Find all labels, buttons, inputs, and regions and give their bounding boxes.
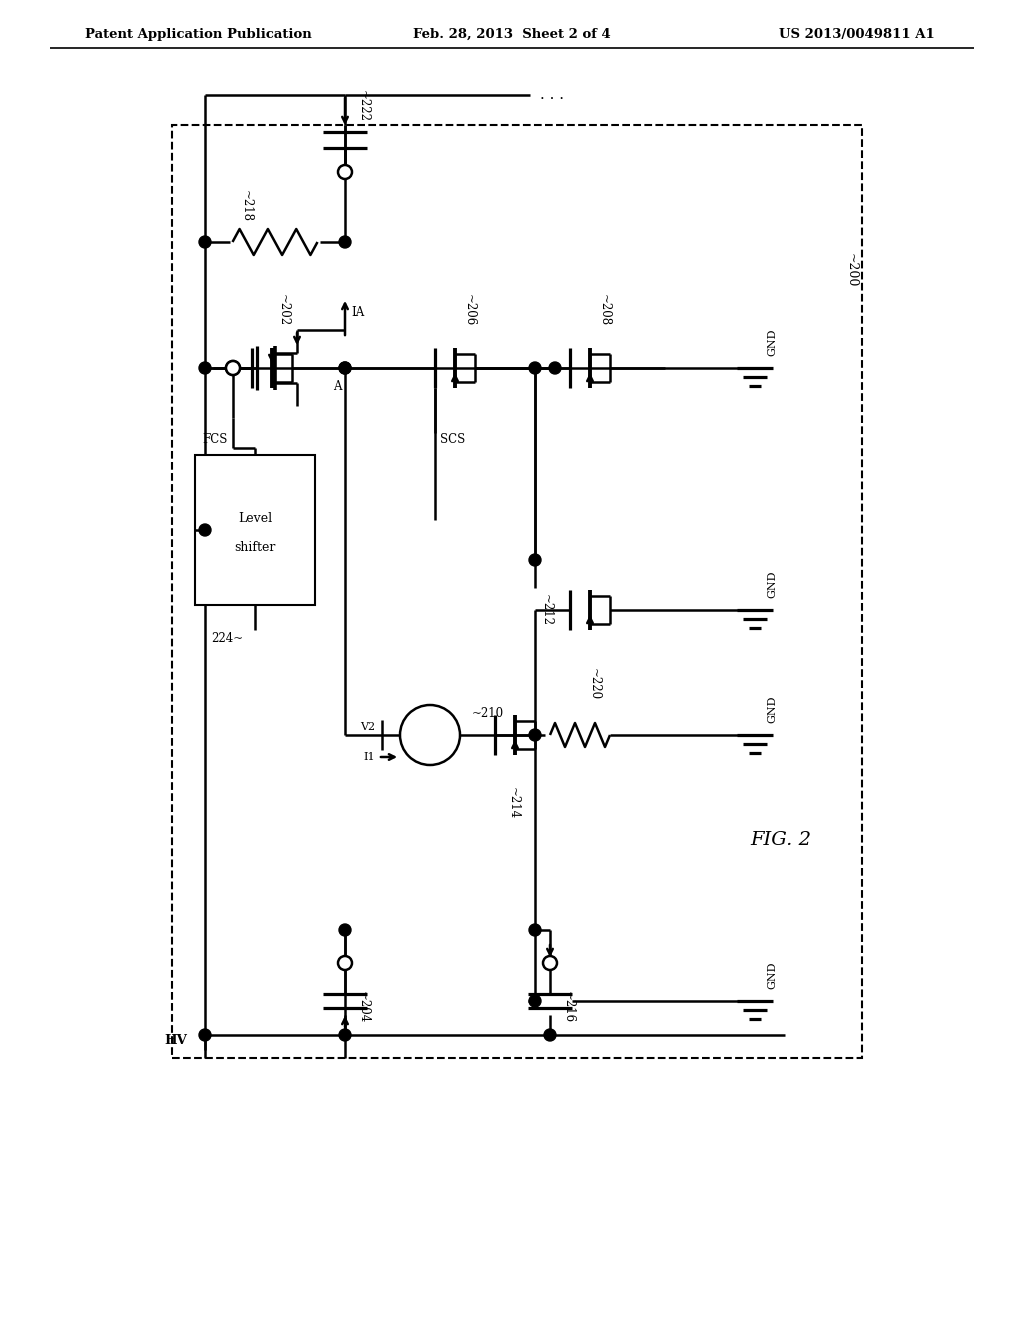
Text: GND: GND (767, 696, 777, 723)
Circle shape (544, 1030, 556, 1041)
Text: ~202: ~202 (278, 294, 290, 326)
Circle shape (199, 524, 211, 536)
Text: Level: Level (238, 511, 272, 524)
Circle shape (400, 705, 460, 766)
Circle shape (338, 956, 352, 970)
Circle shape (339, 1030, 351, 1041)
Text: I1: I1 (364, 752, 375, 762)
Circle shape (226, 360, 240, 375)
Circle shape (199, 236, 211, 248)
Text: IA: IA (351, 306, 365, 319)
Circle shape (529, 924, 541, 936)
Circle shape (549, 362, 561, 374)
Text: GND: GND (767, 329, 777, 356)
Text: HV: HV (164, 1034, 187, 1047)
Text: GND: GND (767, 570, 777, 598)
Text: FCS: FCS (203, 433, 228, 446)
Circle shape (529, 729, 541, 741)
Text: ~222: ~222 (357, 90, 370, 121)
Circle shape (529, 554, 541, 566)
Circle shape (543, 956, 557, 970)
Text: Patent Application Publication: Patent Application Publication (85, 28, 311, 41)
Text: A: A (333, 380, 341, 393)
Text: SCS: SCS (440, 433, 465, 446)
Text: ~214: ~214 (507, 787, 520, 820)
Text: ~206: ~206 (463, 294, 476, 326)
Bar (195, 455, 315, 605)
Circle shape (529, 995, 541, 1007)
Circle shape (226, 360, 240, 375)
Text: ~212: ~212 (540, 594, 553, 626)
Text: V2: V2 (359, 722, 375, 733)
Circle shape (199, 362, 211, 374)
Text: FIG. 2: FIG. 2 (750, 832, 811, 849)
Text: ~220: ~220 (588, 668, 601, 700)
Circle shape (199, 1030, 211, 1041)
Text: 224~: 224~ (211, 632, 243, 645)
Circle shape (339, 362, 351, 374)
Circle shape (339, 362, 351, 374)
Text: ~210: ~210 (472, 708, 504, 719)
Text: ~216: ~216 (562, 991, 575, 1023)
Text: shifter: shifter (234, 541, 275, 554)
Text: ~200: ~200 (845, 253, 858, 288)
Text: US 2013/0049811 A1: US 2013/0049811 A1 (779, 28, 935, 41)
Text: ~218: ~218 (240, 190, 253, 222)
Circle shape (338, 165, 352, 180)
Circle shape (339, 924, 351, 936)
Circle shape (339, 236, 351, 248)
Text: ~208: ~208 (598, 294, 611, 326)
Circle shape (529, 362, 541, 374)
Text: GND: GND (767, 961, 777, 989)
Text: Feb. 28, 2013  Sheet 2 of 4: Feb. 28, 2013 Sheet 2 of 4 (413, 28, 611, 41)
Text: ~204: ~204 (357, 991, 370, 1023)
Bar (172, 125, 862, 1059)
Text: . . .: . . . (540, 88, 564, 102)
